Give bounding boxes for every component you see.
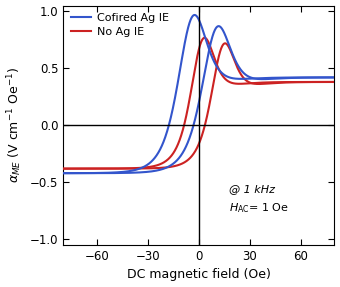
Text: $H_\mathrm{AC}$= 1 Oe: $H_\mathrm{AC}$= 1 Oe: [229, 202, 289, 216]
Legend: Cofired Ag IE, No Ag IE: Cofired Ag IE, No Ag IE: [67, 9, 173, 41]
X-axis label: DC magnetic field (Oe): DC magnetic field (Oe): [127, 268, 271, 282]
Y-axis label: $\alpha_{ME}$ (V cm$^{-1}$ Oe$^{-1}$): $\alpha_{ME}$ (V cm$^{-1}$ Oe$^{-1}$): [5, 67, 24, 183]
Text: @ 1 kHz: @ 1 kHz: [229, 185, 275, 195]
